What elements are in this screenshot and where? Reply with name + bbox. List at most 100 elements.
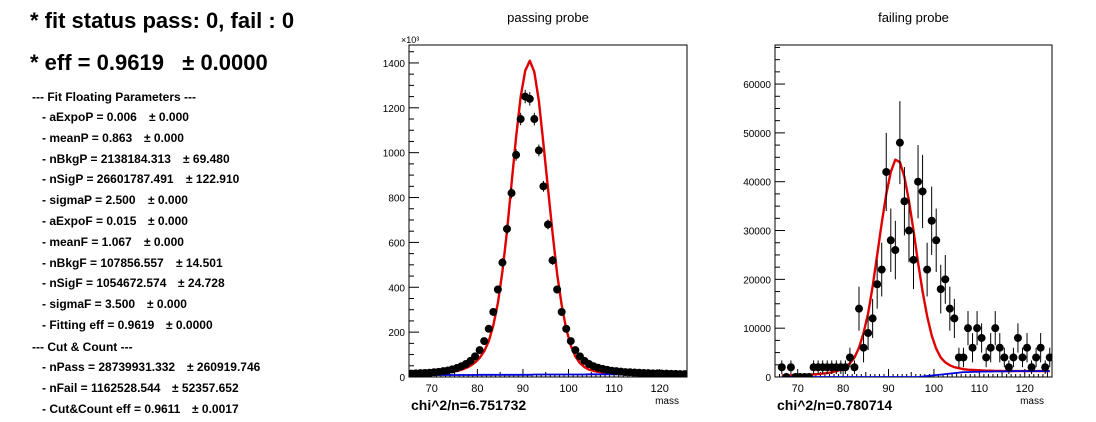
- failing-plot-area: [777, 101, 1052, 377]
- data-point: [777, 363, 786, 372]
- data-point: [471, 352, 480, 361]
- data-point: [855, 304, 864, 313]
- passing-fit-curve: [409, 59, 685, 377]
- parameter-row: - meanP = 0.863 ± 0.000: [42, 131, 184, 145]
- parameter-row: - nPass = 28739931.332 ± 260919.746: [42, 360, 260, 374]
- data-point: [909, 255, 918, 264]
- data-point: [900, 197, 909, 206]
- parameter-row: - nSigF = 1054672.574 ± 24.728: [42, 276, 225, 290]
- data-point: [1045, 353, 1052, 362]
- parameter-row: - Cut&Count eff = 0.9611 ± 0.0017: [42, 402, 239, 416]
- passing-title: passing probe: [507, 10, 589, 25]
- parameter-value: - sigmaF = 3.500: [42, 297, 136, 312]
- x-tick-label: 80: [837, 383, 849, 395]
- failing-x-axis-label: mass: [1020, 396, 1044, 407]
- y-tick-label: 60000: [743, 80, 771, 91]
- passing-plot-area: [409, 59, 687, 377]
- data-point: [864, 329, 873, 338]
- parameter-error: ± 0.000: [149, 110, 189, 124]
- parameter-error: ± 122.910: [186, 172, 240, 187]
- y-tick-label: 10000: [743, 324, 771, 335]
- data-point: [995, 343, 1004, 352]
- data-point: [886, 236, 895, 245]
- data-point: [868, 314, 877, 323]
- data-point: [1036, 343, 1045, 352]
- data-point: [786, 363, 795, 372]
- parameter-error: ± 0.000: [144, 234, 184, 249]
- data-point: [968, 343, 977, 352]
- plot-frame: [774, 44, 1053, 378]
- data-point: [932, 236, 941, 245]
- data-point: [782, 373, 791, 377]
- y-tick-label: 1000: [383, 149, 406, 160]
- parameter-row: - aExpoF = 0.015 ± 0.000: [42, 214, 188, 228]
- data-point: [1041, 363, 1050, 372]
- x-tick-label: 90: [882, 383, 894, 395]
- y-tick-label: 600: [388, 238, 405, 249]
- data-point: [525, 94, 534, 103]
- data-point: [986, 343, 995, 352]
- data-point: [1023, 343, 1032, 352]
- data-point: [904, 226, 913, 235]
- y-tick-label: 0: [399, 373, 405, 384]
- y-tick-label: 200: [388, 328, 405, 339]
- data-point: [805, 373, 814, 377]
- data-point: [507, 189, 516, 198]
- y-tick-label: 400: [388, 283, 405, 294]
- data-point: [1027, 363, 1036, 372]
- data-point: [1004, 363, 1013, 372]
- data-point: [850, 363, 859, 372]
- y-exponent-label: ×10³: [401, 35, 419, 45]
- parameter-row: - nSigP = 26601787.491 ± 122.910: [42, 172, 239, 186]
- data-point: [502, 224, 511, 233]
- data-point: [991, 324, 1000, 333]
- data-point: [680, 370, 687, 377]
- parameter-value: - nFail = 1162528.544: [42, 380, 161, 395]
- failing-background-curve: [781, 370, 1050, 377]
- parameter-error: ± 24.728: [178, 276, 225, 291]
- parameter-row: - meanF = 1.067 ± 0.000: [42, 235, 184, 249]
- parameter-error: ± 0.0000: [166, 318, 213, 332]
- parameter-row: - aExpoP = 0.006 ± 0.000: [42, 110, 189, 124]
- data-point: [539, 182, 548, 191]
- x-tick-label: 80: [471, 383, 483, 395]
- parameter-error: ± 69.480: [183, 151, 230, 166]
- parameter-row: - sigmaP = 2.500 ± 0.000: [42, 193, 188, 207]
- parameter-value: - Fitting eff = 0.9619: [42, 318, 155, 332]
- x-tick-label: 110: [605, 383, 623, 395]
- data-point: [484, 324, 493, 333]
- parameter-row: - sigmaF = 3.500 ± 0.000: [42, 297, 187, 312]
- y-tick-label: 800: [388, 194, 405, 205]
- parameter-error: ± 0.000: [147, 297, 187, 312]
- failing-probe-plot: failing probe 70 80 90 100 110 120 0 10000 20000 3…: [743, 10, 1053, 413]
- data-point: [562, 324, 571, 333]
- data-point: [498, 258, 507, 267]
- y-tick-label: 40000: [743, 178, 771, 189]
- data-point: [882, 167, 891, 176]
- y-tick-label: 0: [765, 373, 771, 384]
- efficiency-text: * eff = 0.9619 ± 0.0000: [30, 50, 268, 75]
- data-point: [982, 353, 991, 362]
- data-point: [553, 285, 562, 294]
- fit-status-text: * fit status pass: 0, fail : 0: [30, 8, 295, 33]
- data-point: [1018, 353, 1027, 362]
- data-point: [891, 246, 900, 255]
- passing-chi2-label: chi^2/n=6.751732: [411, 397, 526, 413]
- data-point: [1000, 353, 1009, 362]
- data-point: [480, 337, 489, 346]
- cut-count-header: --- Cut & Count ---: [32, 340, 133, 354]
- parameter-row: - Fitting eff = 0.9619 ± 0.0000: [42, 318, 213, 332]
- parameter-value: - nBkgP = 2138184.313: [42, 151, 171, 166]
- data-point: [941, 275, 950, 284]
- data-point: [1032, 353, 1041, 362]
- failing-title: failing probe: [878, 10, 949, 25]
- data-point: [475, 346, 484, 355]
- data-point: [544, 220, 552, 229]
- y-tick-label: 20000: [743, 275, 771, 286]
- x-tick-label: 100: [559, 383, 577, 395]
- parameter-row: - nBkgP = 2138184.313 ± 69.480: [42, 151, 230, 166]
- failing-fit-curve: [781, 158, 1050, 377]
- x-tick-label: 120: [1016, 383, 1034, 395]
- data-point: [977, 333, 986, 342]
